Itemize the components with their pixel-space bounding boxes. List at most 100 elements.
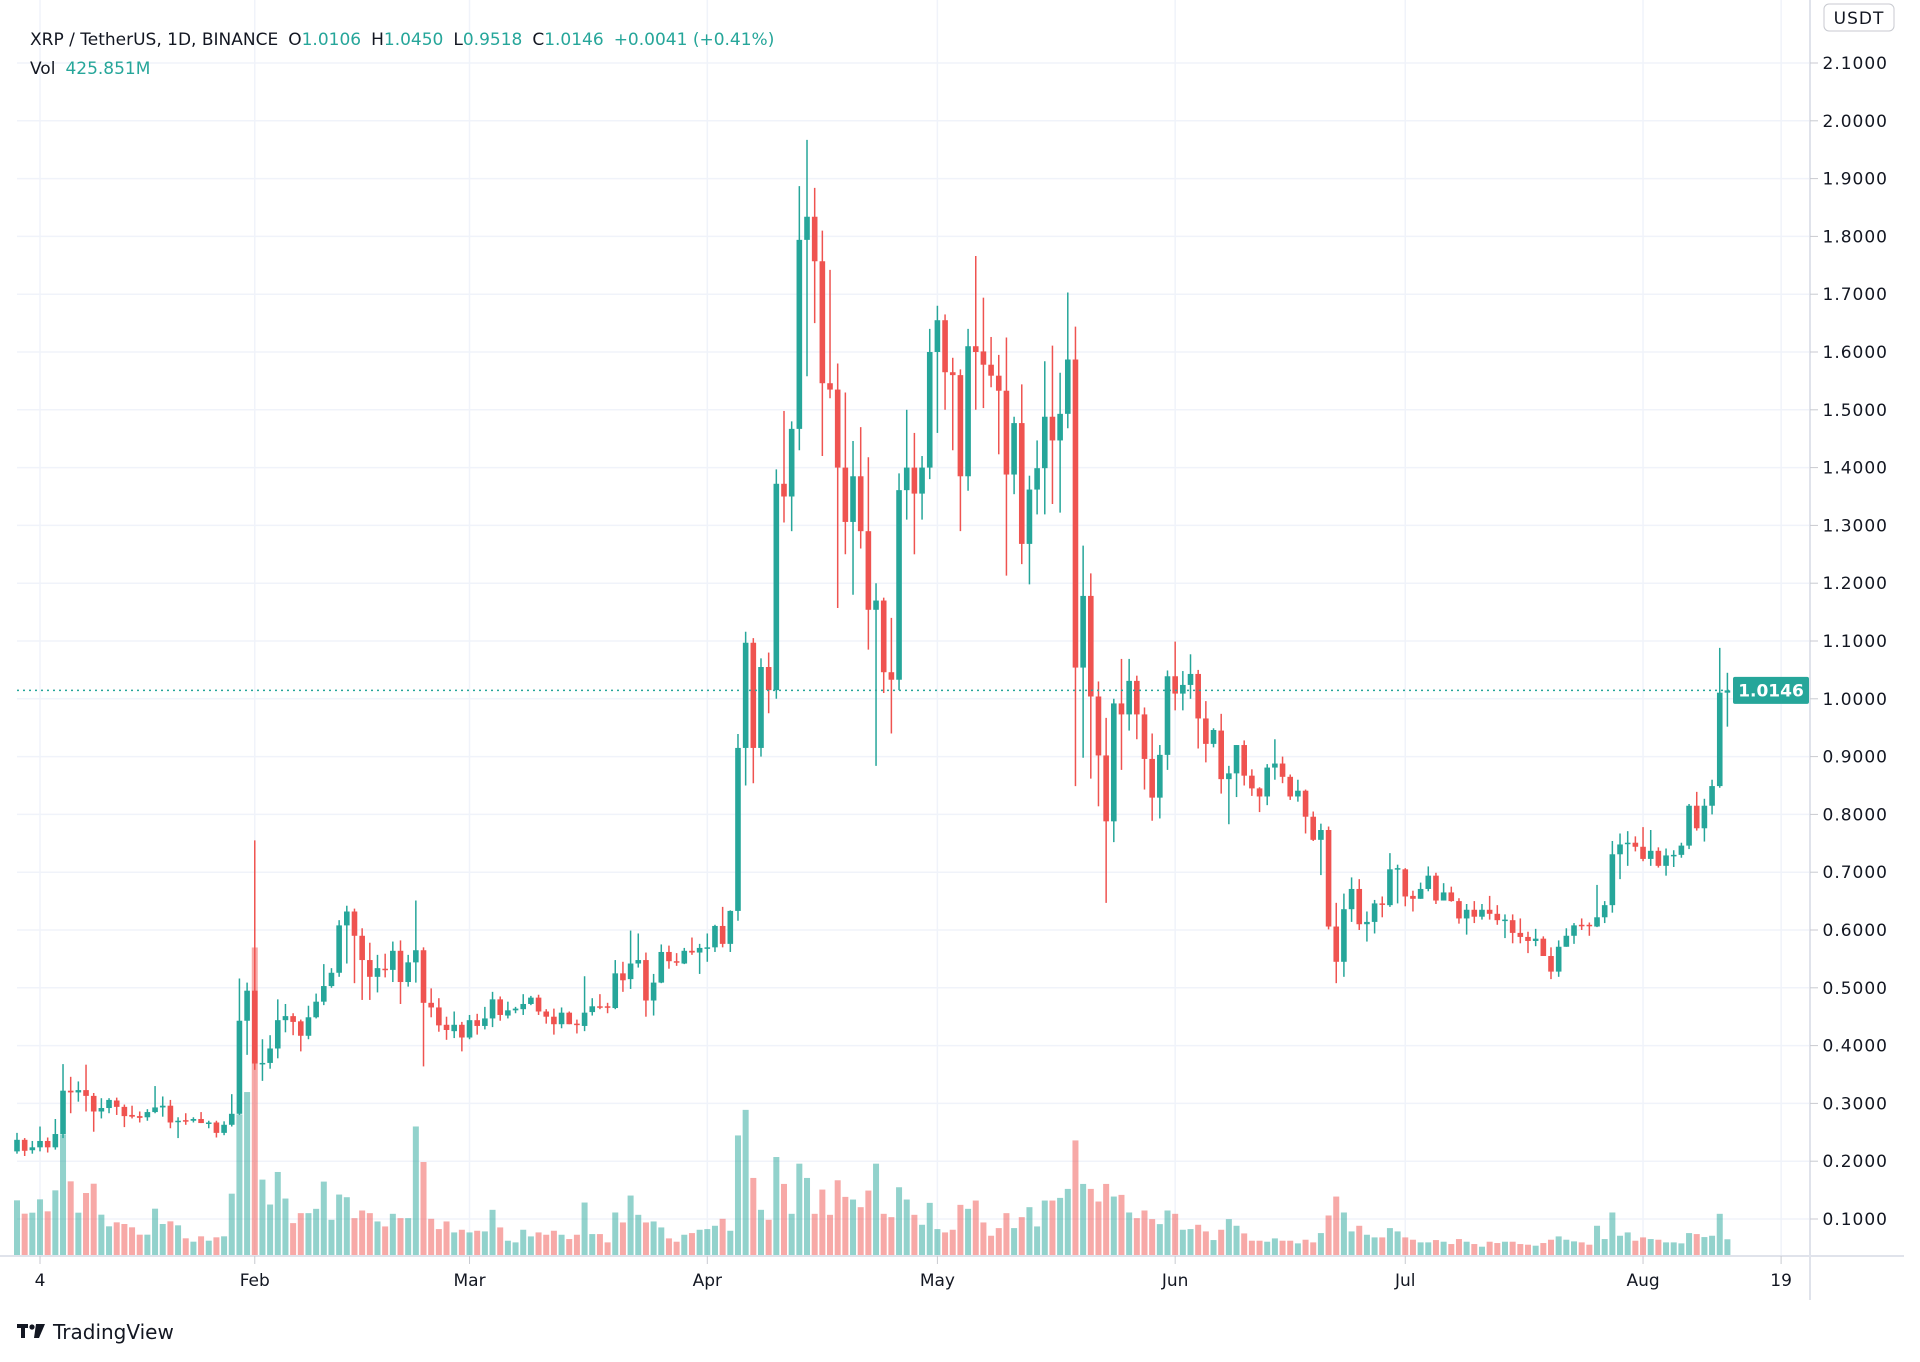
candle-body[interactable]: [1693, 805, 1700, 829]
candle-body[interactable]: [1041, 416, 1048, 469]
candle-body[interactable]: [612, 973, 619, 1009]
candle-body[interactable]: [551, 1016, 557, 1025]
candle-body[interactable]: [1494, 913, 1501, 921]
candle-body[interactable]: [788, 428, 795, 497]
candle-body[interactable]: [44, 1140, 51, 1148]
candle-body[interactable]: [712, 925, 718, 948]
candle-body[interactable]: [1655, 850, 1662, 866]
candle-body[interactable]: [121, 1106, 128, 1117]
candle-body[interactable]: [1172, 676, 1178, 694]
candle-body[interactable]: [136, 1116, 143, 1118]
candle-body[interactable]: [1471, 909, 1478, 917]
candle-body[interactable]: [328, 972, 335, 987]
candle-body[interactable]: [1563, 935, 1570, 947]
candle-body[interactable]: [796, 239, 803, 429]
candle-body[interactable]: [1218, 730, 1224, 780]
candle-body[interactable]: [344, 911, 350, 926]
candle-body[interactable]: [627, 963, 634, 980]
candle-body[interactable]: [896, 490, 902, 680]
candle-body[interactable]: [1586, 924, 1593, 927]
candle-body[interactable]: [14, 1139, 20, 1152]
candle-body[interactable]: [995, 375, 1002, 391]
candle-body[interactable]: [512, 1008, 519, 1011]
candle-body[interactable]: [1433, 875, 1439, 901]
candle-body[interactable]: [865, 531, 872, 610]
candle-body[interactable]: [489, 999, 496, 1019]
candle-body[interactable]: [781, 483, 787, 497]
candle-body[interactable]: [1379, 903, 1386, 905]
candle-body[interactable]: [658, 951, 665, 983]
candle-body[interactable]: [420, 950, 427, 1003]
candle-body[interactable]: [466, 1020, 473, 1038]
candle-body[interactable]: [152, 1107, 158, 1113]
candle-body[interactable]: [1425, 875, 1432, 889]
candle-body[interactable]: [1448, 892, 1455, 902]
candle-body[interactable]: [535, 997, 542, 1012]
candle-body[interactable]: [765, 667, 772, 691]
candle-body[interactable]: [1233, 745, 1240, 774]
candle-body[interactable]: [29, 1147, 36, 1151]
candle-body[interactable]: [635, 960, 642, 964]
candle-body[interactable]: [1111, 703, 1117, 822]
candle-body[interactable]: [597, 1006, 603, 1008]
candle-body[interactable]: [919, 467, 925, 494]
candle-body[interactable]: [696, 947, 703, 953]
candle-body[interactable]: [1394, 868, 1401, 870]
candle-body[interactable]: [773, 483, 780, 691]
candle-body[interactable]: [244, 990, 250, 1021]
candle-body[interactable]: [290, 1016, 296, 1022]
candle-body[interactable]: [313, 1001, 319, 1018]
candle-body[interactable]: [528, 997, 534, 1004]
candle-body[interactable]: [1226, 773, 1232, 780]
candle-body[interactable]: [190, 1119, 197, 1121]
candle-body[interactable]: [129, 1114, 135, 1117]
candle-body[interactable]: [1325, 830, 1332, 927]
candle-body[interactable]: [144, 1112, 151, 1118]
candle-body[interactable]: [926, 352, 933, 468]
candle-body[interactable]: [988, 364, 994, 376]
symbol-title[interactable]: XRP / TetherUS, 1D, BINANCE: [30, 30, 279, 50]
candle-body[interactable]: [1026, 489, 1033, 544]
candle-body[interactable]: [574, 1023, 580, 1026]
candle-body[interactable]: [949, 372, 956, 376]
candle-body[interactable]: [604, 1006, 611, 1008]
candle-body[interactable]: [1118, 703, 1125, 715]
candle-body[interactable]: [1356, 888, 1363, 925]
price-axis[interactable]: 0.1000 0.2000 0.3000 0.4000 0.5000 0.6000 0.70…: [1810, 54, 1888, 1230]
candle-body[interactable]: [474, 1020, 480, 1026]
candle-body[interactable]: [1517, 932, 1524, 937]
candle-body[interactable]: [1479, 909, 1485, 917]
candle-body[interactable]: [1287, 776, 1294, 797]
candle-body[interactable]: [1640, 846, 1646, 859]
candle-body[interactable]: [1279, 763, 1286, 777]
candle-body[interactable]: [1663, 855, 1669, 866]
candle-body[interactable]: [1571, 925, 1577, 936]
candle-body[interactable]: [205, 1122, 212, 1124]
candle-body[interactable]: [735, 747, 741, 911]
candle-body[interactable]: [451, 1024, 457, 1032]
candle-body[interactable]: [351, 911, 358, 936]
candle-body[interactable]: [1249, 775, 1255, 789]
candle-body[interactable]: [750, 642, 757, 748]
candle-body[interactable]: [673, 961, 680, 963]
volume-label[interactable]: Vol: [30, 59, 56, 79]
candle-body[interactable]: [558, 1012, 565, 1025]
candle-body[interactable]: [1402, 869, 1409, 897]
candle-body[interactable]: [1049, 416, 1056, 441]
candle-body[interactable]: [827, 383, 833, 390]
candle-body[interactable]: [1709, 786, 1715, 806]
candle-body[interactable]: [1371, 903, 1378, 922]
candle-body[interactable]: [1609, 854, 1616, 906]
candle-body[interactable]: [643, 960, 649, 1001]
candle-body[interactable]: [520, 1003, 527, 1010]
candle-body[interactable]: [482, 1018, 488, 1026]
candle-body[interactable]: [942, 320, 948, 373]
candle-body[interactable]: [1417, 888, 1424, 899]
candle-body[interactable]: [1632, 842, 1639, 847]
candle-body[interactable]: [90, 1095, 97, 1112]
candle-body[interactable]: [727, 910, 734, 944]
candle-body[interactable]: [60, 1090, 66, 1135]
candle-body[interactable]: [405, 962, 411, 983]
candle-body[interactable]: [98, 1108, 105, 1112]
